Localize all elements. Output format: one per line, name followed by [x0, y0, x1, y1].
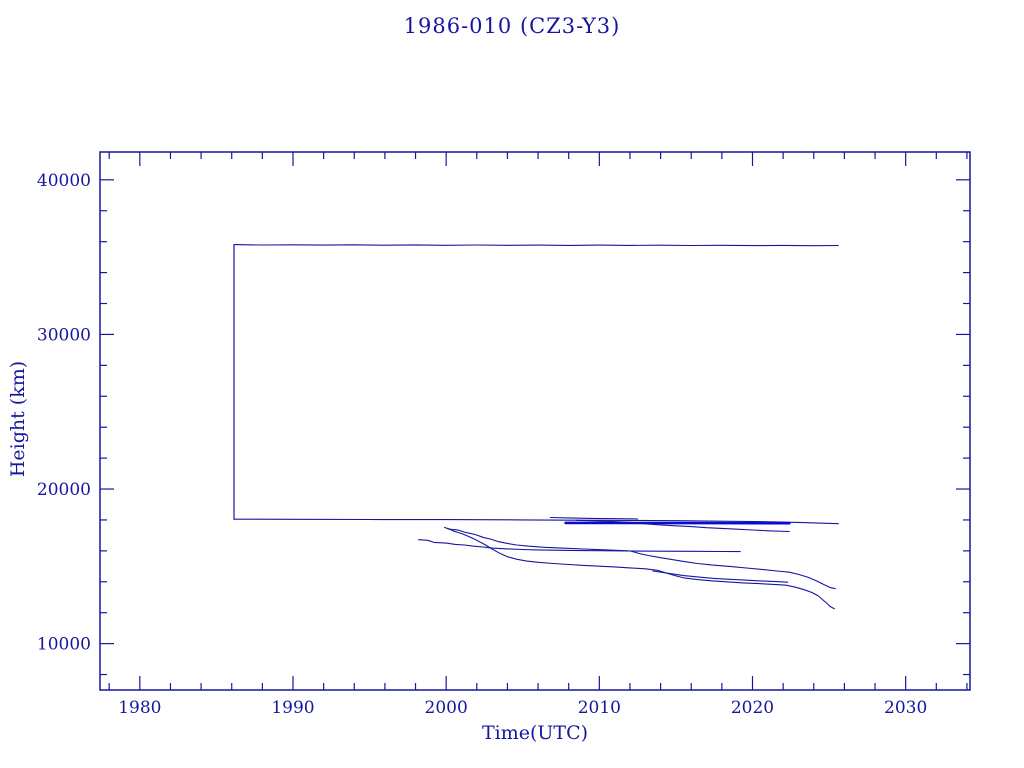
y-tick-label: 20000	[37, 480, 91, 500]
chart-title: 1986-010 (CZ3-Y3)	[403, 14, 621, 38]
x-tick-label: 2030	[884, 698, 927, 718]
series-fragment-upper-short	[549, 516, 639, 520]
series-fragment-16k-flat	[418, 539, 741, 553]
series-fragment-step-b-lowest	[447, 527, 835, 610]
y-tick-label: 40000	[37, 171, 91, 191]
x-tick-label: 2000	[425, 698, 468, 718]
y-tick-label: 30000	[37, 325, 91, 345]
x-tick-label: 2010	[578, 698, 621, 718]
y-axis-title: Height (km)	[7, 360, 29, 478]
plot-frame	[99, 151, 971, 691]
series-fragment-step-a	[444, 526, 836, 590]
x-tick-label: 1990	[271, 698, 314, 718]
x-tick-label: 2020	[731, 698, 774, 718]
x-tick-label: 1980	[118, 698, 161, 718]
series-rocket-body-apogee	[233, 244, 839, 247]
y-tick-label: 10000	[37, 635, 91, 655]
series-fragment-mid-14k	[652, 570, 789, 583]
series-fragment-decline-17k	[575, 519, 790, 533]
x-axis-title: Time(UTC)	[481, 722, 589, 744]
